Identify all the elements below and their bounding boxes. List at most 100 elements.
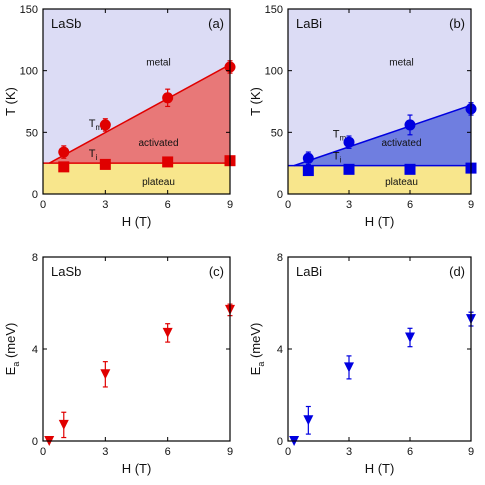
panel-label: (a) bbox=[208, 16, 224, 31]
x-tick-label: 6 bbox=[407, 199, 413, 211]
series-Ea bbox=[44, 303, 235, 446]
x-tick-label: 9 bbox=[227, 446, 233, 458]
x-tick-label: 3 bbox=[346, 446, 352, 458]
data-point-triangle bbox=[344, 362, 354, 373]
y-tick-label: 0 bbox=[277, 189, 283, 201]
x-tick-label: 9 bbox=[468, 446, 474, 458]
x-tick-label: 9 bbox=[227, 199, 233, 211]
plot-area bbox=[288, 9, 471, 194]
plot-area bbox=[43, 9, 230, 194]
y-axis-label-main: T (K) bbox=[248, 87, 263, 116]
x-tick-label: 0 bbox=[285, 199, 291, 211]
axes-frame bbox=[287, 256, 472, 442]
y-axis-label-main: E bbox=[248, 366, 263, 375]
data-point-circle bbox=[343, 136, 355, 148]
y-tick-label: 0 bbox=[32, 436, 38, 448]
region-label-metal: metal bbox=[146, 58, 170, 69]
y-axis-label: T (K) bbox=[3, 87, 18, 116]
data-point-triangle bbox=[100, 369, 111, 380]
data-point-triangle bbox=[405, 332, 415, 343]
tm-boundary-line bbox=[48, 63, 230, 164]
material-label: LaSb bbox=[51, 16, 81, 31]
data-point-triangle bbox=[162, 327, 173, 338]
y-tick-label: 4 bbox=[277, 344, 283, 356]
y-axis-label: T (K) bbox=[248, 87, 263, 116]
panel-label: (b) bbox=[449, 16, 465, 31]
material-label: LaBi bbox=[296, 16, 322, 31]
y-tick-label: 50 bbox=[271, 127, 283, 139]
y-tick-label: 8 bbox=[277, 252, 283, 264]
panel-b: metal activated plateau Tm Ti 0 3 6 9 0 50 100 150 La… bbox=[248, 4, 477, 229]
y-axis-label: Ea (meV) bbox=[248, 323, 266, 376]
y-axis-label-unit: (meV) bbox=[3, 323, 18, 362]
series-label-sub: m bbox=[339, 134, 346, 143]
series-Tm bbox=[58, 60, 236, 159]
series-label-main: T bbox=[333, 150, 340, 162]
axes-frame bbox=[42, 256, 231, 442]
data-point-square bbox=[404, 163, 416, 175]
tm-boundary-line bbox=[293, 104, 471, 167]
panel-c: 0 3 6 9 0 4 8 LaSb (c) H (T) Ea (meV) bbox=[3, 252, 235, 476]
x-tick-label: 6 bbox=[407, 446, 413, 458]
panel-label: (c) bbox=[209, 264, 224, 279]
material-label: LaSb bbox=[51, 264, 81, 279]
series-label-Tm: Tm bbox=[89, 118, 103, 132]
data-point-circle bbox=[302, 152, 314, 164]
region-label-metal: metal bbox=[389, 58, 413, 69]
y-axis-label-sub: a bbox=[11, 362, 21, 367]
x-tick-label: 0 bbox=[40, 199, 46, 211]
y-tick-label: 150 bbox=[265, 4, 283, 16]
data-point-triangle bbox=[58, 419, 69, 430]
x-tick-label: 3 bbox=[346, 199, 352, 211]
x-tick-label: 0 bbox=[285, 446, 291, 458]
data-point-square bbox=[162, 156, 174, 168]
y-tick-label: 150 bbox=[20, 4, 38, 16]
series-label-Ti: Ti bbox=[89, 148, 98, 162]
axes-frame bbox=[287, 8, 472, 195]
y-tick-label: 100 bbox=[265, 66, 283, 78]
y-tick-label: 0 bbox=[32, 189, 38, 201]
y-tick-label: 50 bbox=[26, 127, 38, 139]
region-label-activated: activated bbox=[381, 138, 421, 149]
region-plateau bbox=[43, 163, 230, 194]
x-tick-label: 6 bbox=[165, 199, 171, 211]
y-tick-label: 4 bbox=[32, 344, 38, 356]
data-point-circle bbox=[162, 92, 174, 104]
x-tick-label: 6 bbox=[165, 446, 171, 458]
region-label-plateau: plateau bbox=[385, 177, 418, 188]
y-tick-label: 100 bbox=[20, 66, 38, 78]
panel-label: (d) bbox=[449, 264, 465, 279]
x-axis-label: H (T) bbox=[365, 214, 395, 229]
series-label-main: T bbox=[89, 148, 96, 160]
y-axis-label-main: E bbox=[3, 366, 18, 375]
region-label-plateau: plateau bbox=[142, 177, 175, 188]
data-point-circle bbox=[58, 146, 70, 158]
series-label-Ti: Ti bbox=[333, 150, 342, 164]
axes-frame bbox=[42, 8, 231, 195]
x-tick-label: 3 bbox=[102, 199, 108, 211]
y-axis-label-sub: a bbox=[256, 362, 266, 367]
y-axis-label: Ea (meV) bbox=[3, 323, 21, 376]
y-axis-label-main: T (K) bbox=[3, 87, 18, 116]
series-label-sub: m bbox=[95, 123, 102, 132]
data-point-square bbox=[343, 163, 355, 175]
series-Ea bbox=[289, 311, 476, 446]
panel-d: 0 3 6 9 0 4 8 LaBi (d) H (T) Ea (meV) bbox=[248, 252, 476, 476]
y-tick-label: 0 bbox=[277, 436, 283, 448]
y-axis-label-unit: (meV) bbox=[248, 323, 263, 362]
series-label-main: T bbox=[89, 118, 96, 130]
series-label-sub: i bbox=[339, 155, 341, 164]
data-point-square bbox=[99, 158, 111, 170]
y-tick-label: 8 bbox=[32, 252, 38, 264]
data-point-square bbox=[58, 161, 70, 173]
x-axis-label: H (T) bbox=[365, 461, 395, 476]
data-point-square bbox=[302, 165, 314, 177]
series-label-sub: i bbox=[95, 153, 97, 162]
x-tick-label: 0 bbox=[40, 446, 46, 458]
material-label: LaBi bbox=[296, 264, 322, 279]
series-label-Tm: Tm bbox=[333, 129, 347, 143]
x-axis-label: H (T) bbox=[122, 461, 152, 476]
x-tick-label: 9 bbox=[468, 199, 474, 211]
